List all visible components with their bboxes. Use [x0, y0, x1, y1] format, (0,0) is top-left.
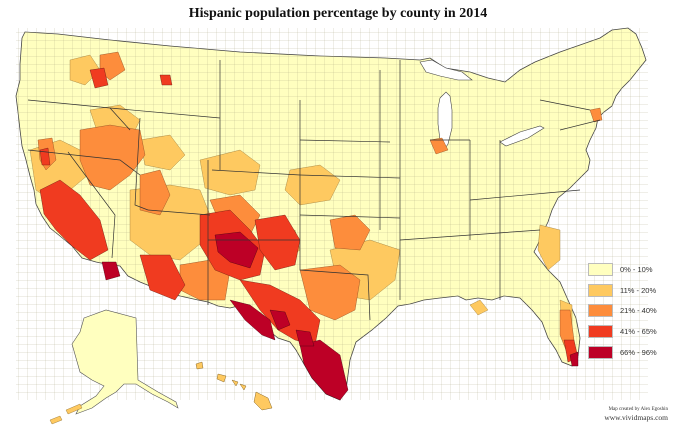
legend-item-41-65: 41% - 65% — [588, 323, 676, 341]
legend-item-0-10: 0% - 10% — [588, 261, 676, 279]
legend-label: 0% - 10% — [620, 265, 653, 275]
lake-erie — [499, 125, 545, 147]
legend: 0% - 10% 11% - 20% 21% - 40% 41% - 65% 6… — [588, 261, 676, 364]
legend-swatch — [588, 283, 613, 297]
range-66-96 — [101, 231, 579, 401]
alaska-inset — [49, 309, 179, 425]
legend-swatch — [588, 263, 613, 277]
lake-michigan — [437, 91, 453, 151]
legend-label: 11% - 20% — [620, 285, 657, 295]
credit-website: www.vividmaps.com — [604, 413, 668, 422]
range-21-40 — [37, 51, 603, 351]
legend-swatch — [588, 325, 613, 339]
state-borders — [27, 60, 601, 321]
credit-author: Map created by Alex Egoshin — [608, 407, 668, 412]
legend-item-11-20: 11% - 20% — [588, 282, 676, 300]
map-title: Hispanic population percentage by county… — [188, 6, 488, 21]
legend-label: 21% - 40% — [620, 306, 657, 316]
hawaii-inset — [195, 361, 273, 411]
legend-item-66-96: 66% - 96% — [588, 343, 676, 361]
legend-swatch — [588, 345, 613, 359]
lake-superior — [419, 59, 473, 81]
legend-item-21-40: 21% - 40% — [588, 302, 676, 320]
legend-label: 41% - 65% — [620, 327, 657, 337]
legend-swatch — [588, 304, 613, 318]
map-credit: Map created by Alex Egoshin www.vividmap… — [604, 407, 668, 422]
legend-label: 66% - 96% — [620, 347, 657, 357]
